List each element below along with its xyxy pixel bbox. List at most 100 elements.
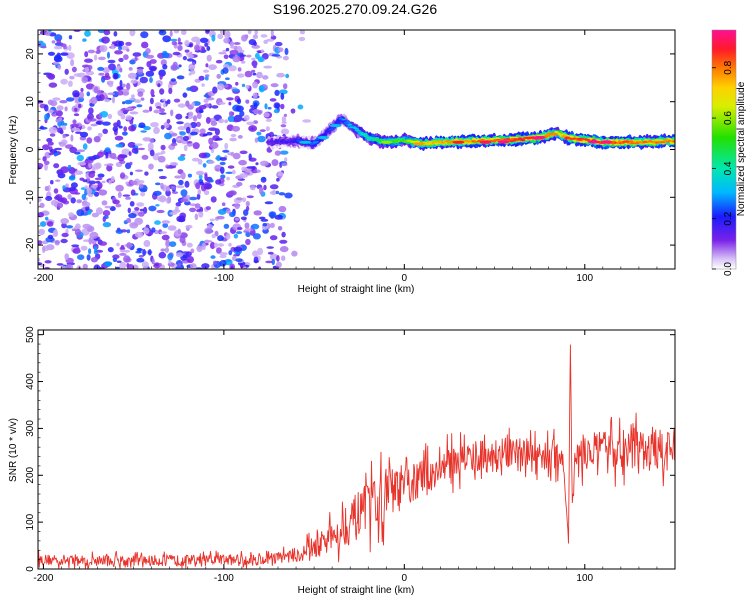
- noise-blob: [184, 180, 190, 188]
- noise-blob: [215, 179, 222, 185]
- noise-blob: [176, 137, 182, 141]
- noise-blob: [170, 142, 178, 147]
- noise-blob: [228, 190, 237, 196]
- noise-blob: [251, 44, 261, 49]
- noise-blob: [158, 30, 167, 36]
- noise-blob: [199, 128, 206, 134]
- noise-blob: [203, 98, 209, 103]
- noise-blob: [196, 193, 201, 200]
- noise-blob: [269, 253, 278, 261]
- noise-blob: [162, 98, 166, 102]
- noise-blob: [44, 185, 49, 192]
- noise-blob: [202, 133, 208, 137]
- noise-blob: [248, 157, 257, 162]
- noise-blob: [155, 204, 160, 207]
- noise-blob: [104, 215, 109, 220]
- noise-blob: [190, 248, 195, 254]
- noise-blob: [117, 46, 123, 51]
- noise-blob: [90, 96, 98, 105]
- noise-blob: [62, 185, 66, 190]
- noise-blob: [129, 111, 139, 115]
- noise-blob: [107, 247, 114, 253]
- noise-blob: [223, 223, 230, 229]
- noise-blob: [76, 209, 85, 217]
- noise-blob: [235, 217, 239, 221]
- noise-blob: [149, 106, 153, 112]
- noise-blob: [229, 41, 235, 47]
- noise-blob: [64, 68, 69, 75]
- noise-blob: [158, 262, 162, 267]
- noise-blob: [220, 166, 225, 174]
- noise-blob: [195, 182, 201, 190]
- noise-blob: [75, 223, 81, 230]
- noise-blob: [59, 52, 69, 56]
- noise-blob: [216, 155, 221, 162]
- noise-blob: [103, 261, 113, 267]
- noise-blob: [245, 99, 250, 104]
- noise-blob: [160, 182, 164, 190]
- noise-blob: [116, 242, 120, 247]
- noise-blob: [281, 162, 288, 167]
- y-tick-label: 10: [25, 96, 36, 108]
- noise-blob: [129, 59, 136, 65]
- snr-line: [38, 344, 675, 569]
- ridge-peak: [533, 136, 546, 140]
- noise-blob: [134, 231, 144, 238]
- noise-blob: [265, 126, 270, 132]
- noise-blob: [222, 63, 230, 69]
- noise-blob: [265, 118, 272, 122]
- noise-blob: [104, 98, 110, 103]
- noise-blob: [185, 126, 191, 134]
- noise-blob: [86, 254, 91, 261]
- noise-blob: [249, 184, 256, 191]
- noise-blob: [117, 154, 125, 162]
- noise-blob: [215, 59, 223, 64]
- noise-blob: [97, 182, 103, 189]
- noise-blob: [98, 266, 105, 269]
- noise-blob: [53, 188, 59, 194]
- noise-blob: [194, 213, 199, 221]
- noise-blob: [172, 51, 181, 56]
- noise-blob: [71, 244, 80, 248]
- noise-blob: [143, 239, 151, 248]
- noise-blob: [202, 163, 207, 168]
- noise-blob: [171, 191, 179, 195]
- noise-blob: [115, 184, 124, 192]
- colorbar-tick-label: 0.2: [723, 211, 734, 225]
- noise-blob: [56, 105, 64, 111]
- noise-blob: [161, 234, 170, 241]
- noise-blob: [76, 154, 85, 162]
- noise-blob: [88, 161, 92, 169]
- noise-blob: [228, 250, 233, 256]
- noise-blob: [254, 30, 258, 35]
- noise-blob: [56, 39, 62, 45]
- noise-blob: [220, 174, 226, 179]
- noise-blob: [38, 257, 41, 262]
- noise-blob: [117, 90, 124, 96]
- noise-blob: [210, 255, 216, 259]
- noise-blob: [205, 116, 211, 124]
- noise-blob: [127, 141, 136, 148]
- noise-blob: [95, 162, 102, 169]
- noise-blob: [206, 224, 213, 229]
- snr-y-label: SNR (10 * v/v): [8, 418, 19, 482]
- noise-blob: [84, 30, 91, 37]
- noise-blob: [60, 78, 68, 85]
- noise-blob: [57, 64, 62, 70]
- noise-blob: [281, 231, 286, 238]
- noise-blob: [165, 185, 171, 192]
- noise-blob: [233, 233, 239, 239]
- noise-blob: [219, 157, 227, 161]
- noise-blob: [52, 97, 61, 101]
- noise-blob: [151, 258, 155, 265]
- noise-blob: [216, 247, 222, 254]
- noise-blob: [170, 185, 176, 190]
- noise-blob: [157, 155, 166, 163]
- noise-blob: [229, 49, 239, 56]
- noise-blob: [101, 36, 110, 44]
- ridge-segment: [506, 138, 511, 141]
- noise-blob: [106, 80, 114, 84]
- noise-blob: [197, 159, 203, 165]
- noise-blob: [164, 132, 172, 140]
